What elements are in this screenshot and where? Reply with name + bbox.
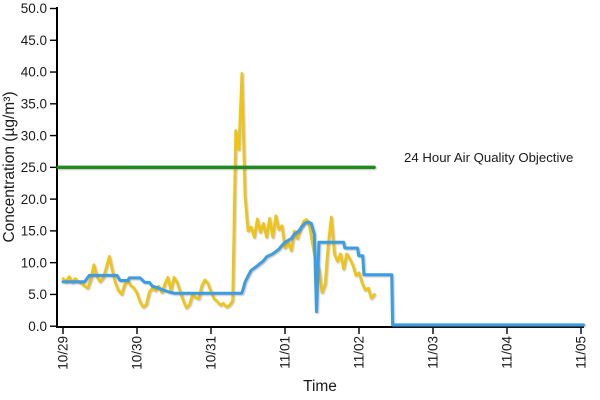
x-tick-label: 10/30 xyxy=(130,336,145,370)
x-tick-label: 10/31 xyxy=(204,336,219,370)
series-lines xyxy=(56,72,585,327)
y-tick-label: 35.0 xyxy=(21,97,47,112)
x-axis-title: Time xyxy=(303,378,337,395)
x-tick-label: 10/29 xyxy=(56,336,71,370)
y-axis-ticks: 0.0 5.0 10.0 15.0 20.0 25.0 30.0 35.0 40.0 45.0 50… xyxy=(21,1,56,334)
y-axis-title: Concentration (µg/m³) xyxy=(1,91,18,242)
hourly-concentration-line xyxy=(61,72,376,310)
y-tick-label: 10.0 xyxy=(21,255,47,270)
y-tick-label: 5.0 xyxy=(28,287,47,302)
x-tick-label: 11/02 xyxy=(352,336,367,369)
y-tick-label: 40.0 xyxy=(21,65,47,80)
y-tick-label: 20.0 xyxy=(21,192,47,207)
y-tick-label: 25.0 xyxy=(21,160,47,175)
objective-annotation: 24 Hour Air Quality Objective xyxy=(404,150,573,165)
x-tick-label: 11/05 xyxy=(574,336,589,369)
x-tick-label: 11/04 xyxy=(500,336,515,369)
y-tick-label: 30.0 xyxy=(21,128,47,143)
24h-rolling-average-line xyxy=(61,220,585,327)
y-tick-label: 50.0 xyxy=(21,1,47,16)
x-tick-label: 11/03 xyxy=(426,336,441,369)
y-tick-label: 15.0 xyxy=(21,224,47,239)
x-tick-label: 11/01 xyxy=(278,336,293,369)
y-tick-label: 0.0 xyxy=(28,319,47,334)
y-tick-label: 45.0 xyxy=(21,33,47,48)
x-axis-ticks: 10/29 10/30 10/31 11/01 11/02 11/03 11/04 11/05 xyxy=(56,328,589,370)
